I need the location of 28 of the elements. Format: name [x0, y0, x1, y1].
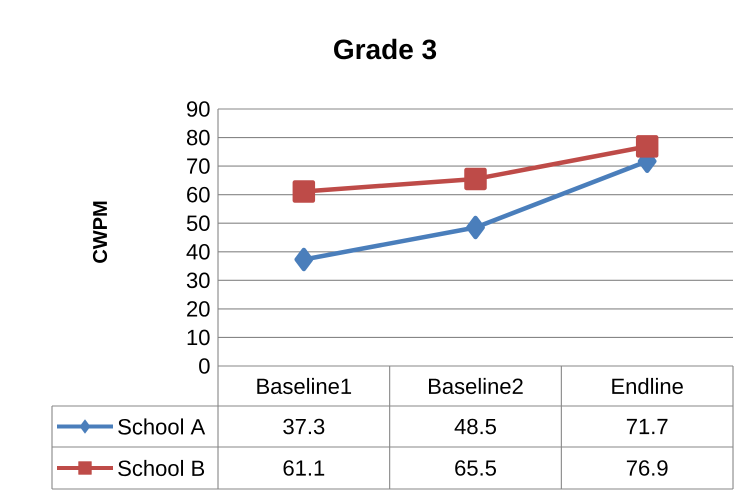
data-label: 76.9 — [626, 460, 668, 476]
y-tick-label: 60 — [187, 186, 210, 202]
y-tick-label: 10 — [188, 330, 210, 346]
chart-title: Grade 3 — [334, 38, 436, 60]
y-tick-label: 20 — [187, 301, 210, 317]
y-tick-label: 30 — [186, 272, 210, 288]
y-tick-label: 40 — [186, 244, 210, 260]
legend-label: School B — [118, 460, 204, 476]
y-tick-label: 0 — [199, 358, 210, 374]
x-tick-label: Baseline2 — [428, 378, 523, 394]
x-tick-label: Endline — [612, 378, 683, 394]
point — [292, 180, 316, 203]
y-axis-title: CWPM — [92, 202, 108, 263]
y-tick-label: 70 — [187, 158, 210, 174]
legend-label: School A — [118, 418, 206, 435]
y-tick-label: 50 — [186, 215, 210, 232]
data-label: 71.7 — [626, 418, 668, 434]
y-tick-label: 90 — [187, 101, 210, 117]
point — [464, 168, 487, 190]
data-label: 48.5 — [454, 418, 496, 434]
data-label: 65.5 — [455, 460, 496, 476]
data-label: 37.3 — [283, 418, 324, 434]
x-tick-label: Baseline1 — [257, 378, 352, 394]
point — [294, 248, 314, 272]
point — [466, 216, 485, 240]
y-tick-label: 80 — [186, 130, 210, 146]
point — [636, 135, 658, 158]
data-label: 61.1 — [284, 460, 324, 476]
